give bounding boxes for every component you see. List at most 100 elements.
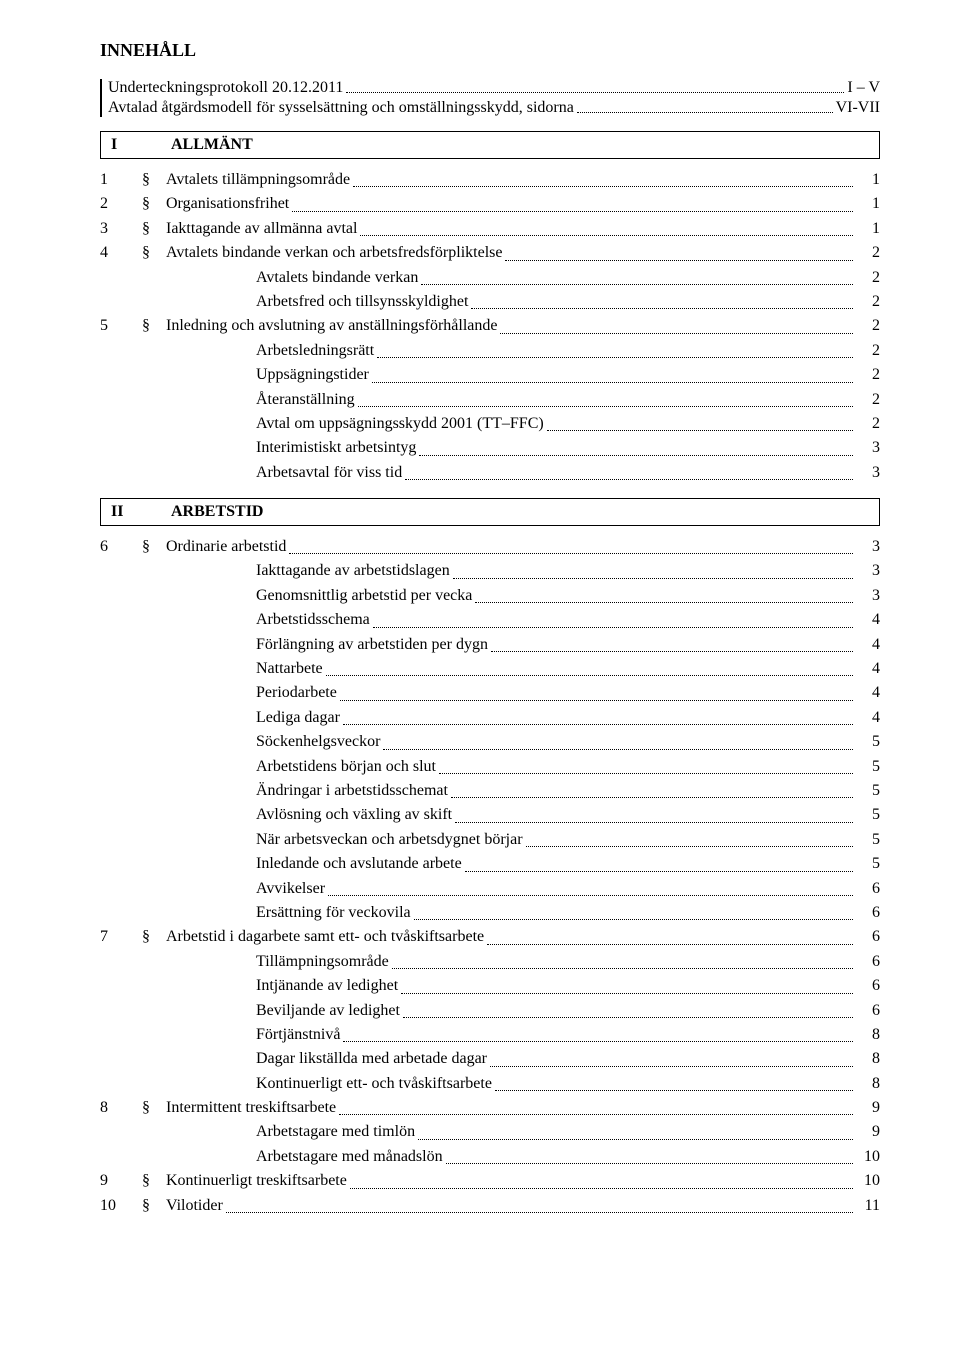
leader-dots: [350, 1188, 853, 1189]
toc-sections: IALLMÄNT 1§Avtalets tillämpningsområde1 2 §…: [100, 131, 880, 1217]
toc-subentry: Arbetstagare med månadslön10: [100, 1146, 880, 1168]
toc-title: Tillämpningsområde: [166, 951, 389, 973]
toc-page: 1: [856, 218, 880, 240]
toc-title-cell: Dagar likställda med arbetade dagar: [166, 1048, 856, 1070]
toc-page: 9: [856, 1121, 880, 1143]
toc-page: 2: [856, 413, 880, 435]
leader-dots: [328, 895, 853, 896]
toc-subentry: Ersättning för veckovila6: [100, 902, 880, 924]
page-title: INNEHÅLL: [100, 40, 880, 61]
toc-title: Arbetstid i dagarbete samt ett- och tvås…: [166, 926, 484, 948]
toc-title-cell: Avtalets bindande verkan: [166, 267, 856, 289]
toc-section-sign: §: [142, 1170, 166, 1192]
leader-dots: [421, 284, 853, 285]
section-number: I: [111, 136, 171, 154]
toc-entry: 10§Vilotider11: [100, 1195, 880, 1217]
leader-dots: [353, 186, 853, 187]
toc-title: Inledning och avslutning av anställnings…: [166, 315, 497, 337]
leader-dots: [487, 944, 853, 945]
leader-dots: [547, 430, 853, 431]
toc-subentry: Förtjänstnivå8: [100, 1024, 880, 1046]
toc-title: Söckenhelgsveckor: [166, 731, 380, 753]
toc-page: 8: [856, 1073, 880, 1095]
leader-dots: [526, 846, 853, 847]
toc-entry: 7§Arbetstid i dagarbete samt ett- och tv…: [100, 926, 880, 948]
leader-dots: [343, 1041, 853, 1042]
toc-title-cell: Kontinuerligt treskiftsarbete: [166, 1170, 856, 1192]
toc-title: Avtal om uppsägningsskydd 2001 (TT–FFC): [166, 413, 544, 435]
leader-dots: [505, 260, 853, 261]
toc-page: 5: [856, 804, 880, 826]
toc-title-cell: Arbetstidsschema: [166, 609, 856, 631]
leader-dots: [453, 578, 853, 579]
toc-title: Arbetstagare med timlön: [166, 1121, 415, 1143]
toc-entry: 8§Intermittent treskiftsarbete9: [100, 1097, 880, 1119]
toc-page: 3: [856, 585, 880, 607]
leader-dots: [292, 211, 853, 212]
toc-entry: 6§Ordinarie arbetstid3: [100, 536, 880, 558]
toc-title: Kontinuerligt ett- och tvåskiftsarbete: [166, 1073, 492, 1095]
toc-page: 11: [856, 1195, 880, 1217]
toc-page: 4: [856, 634, 880, 656]
toc-subentry: Inledande och avslutande arbete5: [100, 853, 880, 875]
toc-title-cell: Förlängning av arbetstiden per dygn: [166, 634, 856, 656]
leader-dots: [289, 553, 853, 554]
toc-page: 3: [856, 462, 880, 484]
toc-page: 3: [856, 536, 880, 558]
toc-title-cell: Periodarbete: [166, 682, 856, 704]
toc-title-cell: Förtjänstnivå: [166, 1024, 856, 1046]
leader-dots: [465, 871, 853, 872]
toc-title-cell: Arbetstagare med månadslön: [166, 1146, 856, 1168]
toc-page: 6: [856, 902, 880, 924]
toc-title-cell: Beviljande av ledighet: [166, 1000, 856, 1022]
toc-title-cell: Ändringar i arbetstidsschemat: [166, 780, 856, 802]
toc-title: Lediga dagar: [166, 707, 340, 729]
toc-title-cell: Kontinuerligt ett- och tvåskiftsarbete: [166, 1073, 856, 1095]
toc-number: 5: [100, 315, 142, 337]
toc-page: 4: [856, 707, 880, 729]
toc-title-cell: Arbetstidens början och slut: [166, 756, 856, 778]
toc-subentry: Arbetstagare med timlön 9: [100, 1121, 880, 1143]
intro-page: VI-VII: [836, 99, 880, 117]
toc-title: Iakttagande av allmänna avtal: [166, 218, 357, 240]
leader-dots: [343, 724, 853, 725]
toc-page: 1: [856, 193, 880, 215]
toc-section-sign: §: [142, 218, 166, 240]
toc-subentry: Avtal om uppsägningsskydd 2001 (TT–FFC) 2: [100, 413, 880, 435]
intro-page: I – V: [847, 79, 880, 97]
toc-page: 3: [856, 560, 880, 582]
toc-section-sign: §: [142, 926, 166, 948]
toc-page: 4: [856, 682, 880, 704]
leader-dots: [451, 797, 853, 798]
toc-number: 4: [100, 242, 142, 264]
leader-dots: [340, 700, 853, 701]
toc-title-cell: Återanställning: [166, 389, 856, 411]
toc-subentry: Arbetstidsschema4: [100, 609, 880, 631]
section-number: II: [111, 503, 171, 521]
toc-subentry: Kontinuerligt ett- och tvåskiftsarbete 8: [100, 1073, 880, 1095]
toc-page: 10: [856, 1146, 880, 1168]
toc-title: Arbetsledningsrätt: [166, 340, 374, 362]
toc-page: 5: [856, 756, 880, 778]
toc-title-cell: Söckenhelgsveckor: [166, 731, 856, 753]
toc-number: 10: [100, 1195, 142, 1217]
toc-subentry: Interimistiskt arbetsintyg3: [100, 437, 880, 459]
toc-title-cell: Vilotider: [166, 1195, 856, 1217]
toc-number: 6: [100, 536, 142, 558]
toc-page: 6: [856, 878, 880, 900]
page: INNEHÅLL Underteckningsprotokoll 20.12.2…: [0, 0, 960, 1259]
toc-page: 2: [856, 364, 880, 386]
intro-line: Avtalad åtgärdsmodell för sysselsättning…: [108, 99, 880, 117]
section-heading: IALLMÄNT: [100, 131, 880, 159]
toc-page: 1: [856, 169, 880, 191]
toc-title: Uppsägningstider: [166, 364, 369, 386]
toc-subentry: Uppsägningstider 2: [100, 364, 880, 386]
toc-title-cell: Intjänande av ledighet: [166, 975, 856, 997]
toc-page: 6: [856, 926, 880, 948]
toc-title: Arbetsavtal för viss tid: [166, 462, 402, 484]
toc-title-cell: Arbetsavtal för viss tid: [166, 462, 856, 484]
toc-title: Återanställning: [166, 389, 355, 411]
section-heading: IIARBETSTID: [100, 498, 880, 526]
toc-entry: 1§Avtalets tillämpningsområde1: [100, 169, 880, 191]
toc-title: Organisationsfrihet: [166, 193, 289, 215]
